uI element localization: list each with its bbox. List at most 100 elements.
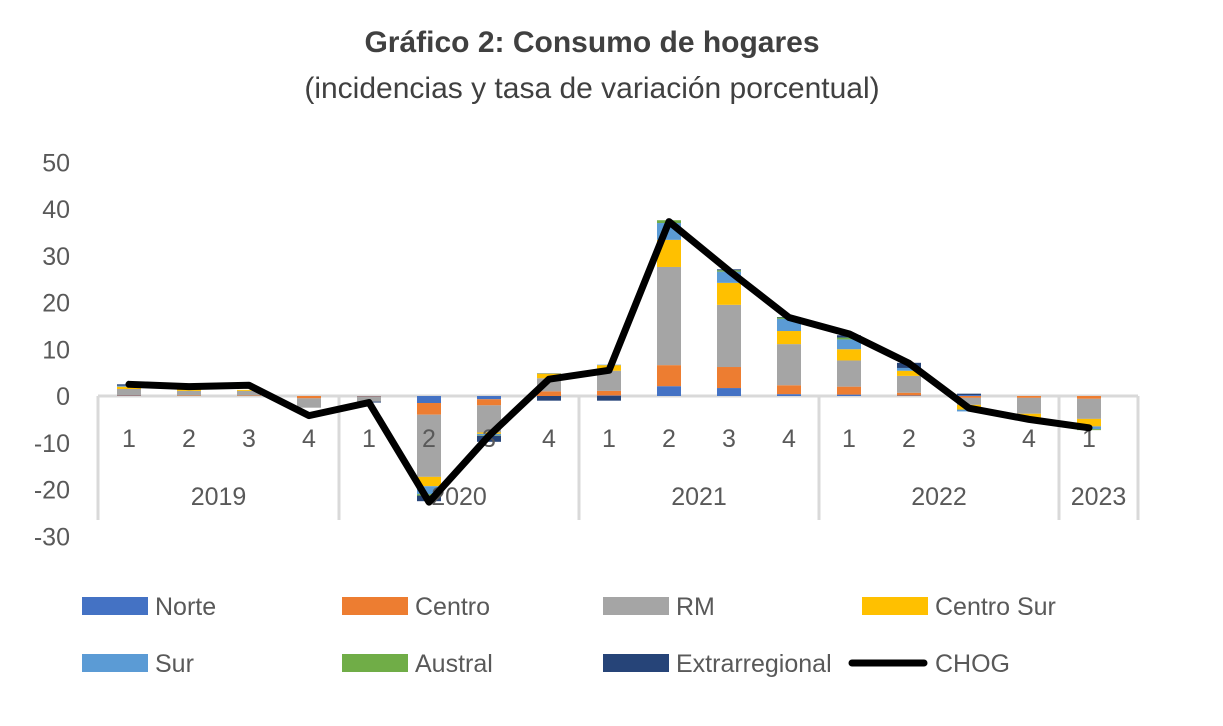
chog-line [125, 218, 1093, 506]
category-label: 4 [542, 425, 556, 453]
legend-swatch [342, 654, 408, 672]
bar-segment-extrarregional [537, 396, 561, 401]
y-tick-label: 0 [56, 383, 70, 411]
legend: Norte Centro RM Centro Sur Sur Austral Extrarr… [82, 593, 1056, 678]
category-label: 3 [962, 425, 976, 453]
bar-segment-centro-sur [1077, 418, 1101, 427]
legend-label: Centro [415, 593, 490, 621]
bar-segment-centro-sur [837, 349, 861, 361]
bar-segment-rm [297, 398, 321, 408]
bar-segment-centro-sur [117, 386, 141, 389]
group-label: 2022 [911, 483, 967, 511]
bar-segment-extrarregional [957, 393, 981, 396]
bar-segment-rm [657, 266, 681, 366]
bar-segment-rm [237, 390, 261, 396]
bar-segment-rm [117, 388, 141, 396]
category-label: 4 [302, 425, 316, 453]
bar-segment-centro [537, 391, 561, 396]
legend-item: Centro Sur [862, 593, 1056, 621]
y-tick-label: 40 [42, 196, 70, 224]
bar-segment-rm [717, 304, 741, 368]
category-label: 2 [182, 425, 196, 453]
bar-segment-rm [597, 370, 621, 391]
category-label: 4 [782, 425, 796, 453]
bar-segment-sur [897, 367, 921, 371]
bar-segment-centro-sur [897, 370, 921, 376]
legend-swatch [82, 597, 148, 615]
category-label: 1 [362, 425, 376, 453]
bar-segment-norte [417, 396, 441, 404]
legend-item: Extrarregional [603, 650, 832, 678]
bar-segment-norte [657, 386, 681, 396]
legend-item: Norte [82, 593, 216, 621]
category-label: 1 [122, 425, 136, 453]
bar-segment-rm [417, 414, 441, 477]
bar-segment-norte [777, 394, 801, 396]
bar-segment-centro [597, 390, 621, 396]
bar-segment-rm [957, 397, 981, 405]
legend-label: CHOG [935, 650, 1010, 678]
legend-label: Centro Sur [935, 593, 1056, 621]
bar-segment-norte [837, 394, 861, 396]
bar-segment-norte [477, 396, 501, 400]
bar-segment-norte [957, 395, 981, 396]
bar-segment-centro-sur [777, 331, 801, 345]
legend-label: Austral [415, 650, 493, 678]
category-label: 2 [662, 425, 676, 453]
bar-segment-extrarregional [597, 396, 621, 401]
y-tick-label: -30 [34, 523, 70, 551]
group-label: 2019 [191, 483, 247, 511]
y-tick-label: 20 [42, 290, 70, 318]
bar-segment-centro [297, 396, 321, 399]
chart-title: Gráfico 2: Consumo de hogares [364, 26, 819, 59]
legend-label: RM [676, 593, 715, 621]
category-label: 1 [842, 425, 856, 453]
chart-subtitle: (incidencias y tasa de variación porcent… [304, 72, 879, 105]
bar-segment-centro-sur [237, 389, 261, 391]
y-axis: 50 40 30 20 10 0 -10 -20 -30 [34, 149, 70, 551]
y-tick-label: 10 [42, 336, 70, 364]
bar-segment-austral [837, 337, 861, 340]
category-label: 3 [242, 425, 256, 453]
chog-line-group [125, 218, 1093, 506]
bar-segment-centro [477, 399, 501, 406]
legend-swatch [862, 597, 928, 615]
bars [117, 220, 1101, 502]
bar-segment-centro [717, 367, 741, 389]
bar-segment-austral [417, 494, 441, 496]
legend-label: Norte [155, 593, 216, 621]
bar-segment-sur [837, 339, 861, 350]
bar-segment-centro [1017, 396, 1041, 398]
bar-segment-rm [1017, 397, 1041, 414]
bar-segment-sur [417, 486, 441, 495]
bar-segment-centro-sur [177, 389, 201, 391]
category-label: 2 [902, 425, 916, 453]
legend-swatch [82, 654, 148, 672]
bar-segment-rm [777, 344, 801, 386]
group-label: 2021 [671, 483, 727, 511]
bar-segment-sur [717, 271, 741, 283]
legend-label: Sur [155, 650, 194, 678]
bar-segment-norte [717, 388, 741, 396]
bar-segment-centro-sur [717, 282, 741, 305]
category-label: 2 [422, 425, 436, 453]
bar-segment-centro [957, 396, 981, 398]
bar-segment-centro [417, 403, 441, 415]
legend-swatch [603, 597, 669, 615]
category-label: 1 [602, 425, 616, 453]
category-label: 1 [1082, 425, 1096, 453]
bar-segment-centro [1077, 396, 1101, 399]
y-tick-label: -20 [34, 477, 70, 505]
legend-item: Centro [342, 593, 490, 621]
legend-label: Extrarregional [676, 650, 832, 678]
y-tick-label: -10 [34, 430, 70, 458]
legend-swatch [603, 654, 669, 672]
category-label: 4 [1022, 425, 1036, 453]
bar-segment-centro [657, 365, 681, 387]
bar-segment-centro [897, 392, 921, 396]
category-label: 3 [722, 425, 736, 453]
legend-swatch [342, 597, 408, 615]
bar-segment-centro [777, 385, 801, 395]
